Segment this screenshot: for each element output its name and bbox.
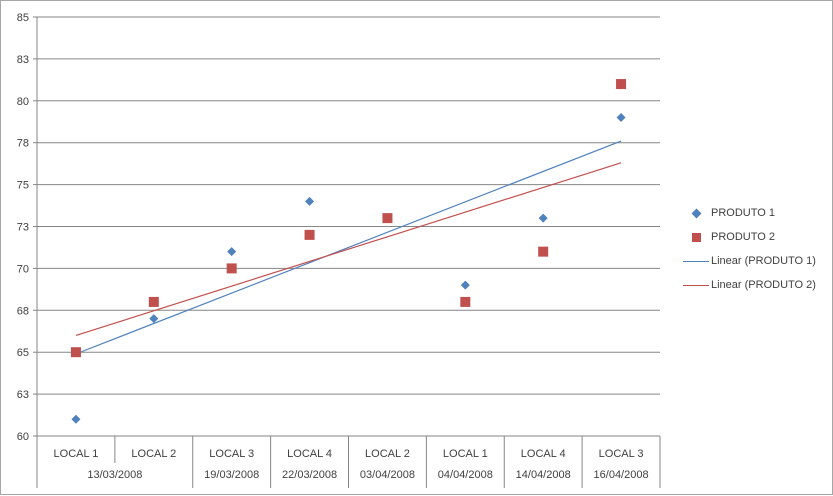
legend-label: Linear (PRODUTO 1) — [711, 255, 816, 267]
gridlines — [33, 16, 660, 437]
legend-item-produto-2: PRODUTO 2 — [681, 225, 816, 249]
y-tick-label: 65 — [17, 347, 29, 359]
data-point-produto-1 — [71, 414, 81, 424]
legend-label: Linear (PRODUTO 2) — [711, 279, 816, 291]
x-tick-label: LOCAL 2 — [365, 448, 410, 460]
trendline — [75, 140, 622, 355]
x-group-label: 22/03/2008 — [282, 469, 337, 481]
trendline-swatch-icon — [683, 260, 709, 262]
legend-label: PRODUTO 1 — [711, 207, 775, 219]
x-tick-label: LOCAL 4 — [521, 448, 566, 460]
y-tick-label: 83 — [17, 54, 29, 66]
trendline — [75, 162, 622, 337]
data-points — [70, 79, 627, 424]
data-point-produto-2 — [304, 229, 315, 240]
x-tick-label: LOCAL 3 — [599, 448, 644, 460]
data-point-produto-2 — [616, 79, 627, 90]
x-tick-label: LOCAL 1 — [443, 448, 488, 460]
y-tick-label: 85 — [17, 12, 29, 24]
legend-label: PRODUTO 2 — [711, 231, 775, 243]
y-tick-label: 80 — [17, 96, 29, 108]
y-tick-label: 63 — [17, 389, 29, 401]
diamond-marker-icon — [691, 208, 701, 218]
y-tick-label: 75 — [17, 180, 29, 192]
data-point-produto-2 — [226, 263, 237, 274]
legend: PRODUTO 1 PRODUTO 2 Linear (PRODUTO 1) L… — [681, 201, 816, 297]
y-axis-tick-labels: 60 63 65 68 70 73 75 78 80 83 85 — [17, 12, 29, 443]
trendline-swatch-icon — [683, 284, 709, 286]
data-point-produto-2 — [70, 347, 81, 358]
x-tick-label: LOCAL 4 — [287, 448, 332, 460]
y-tick-label: 78 — [17, 138, 29, 150]
x-group-label: 19/03/2008 — [204, 469, 259, 481]
data-point-produto-1 — [227, 247, 237, 257]
legend-item-linear-produto-1: Linear (PRODUTO 1) — [681, 249, 816, 273]
x-group-label: 04/04/2008 — [438, 469, 493, 481]
data-point-produto-2 — [460, 296, 471, 307]
trendlines — [75, 140, 622, 355]
legend-item-produto-1: PRODUTO 1 — [681, 201, 816, 225]
data-point-produto-2 — [382, 213, 393, 224]
x-group-label: 03/04/2008 — [360, 469, 415, 481]
x-tick-label: LOCAL 2 — [131, 448, 176, 460]
data-point-produto-1 — [616, 113, 626, 123]
y-tick-label: 70 — [17, 263, 29, 275]
x-tick-label: LOCAL 1 — [54, 448, 99, 460]
y-tick-label: 73 — [17, 222, 29, 234]
x-axis-category-table: LOCAL 1 LOCAL 2 LOCAL 3 LOCAL 4 LOCAL 2 LOCAL… — [36, 435, 661, 488]
x-group-label: 14/04/2008 — [516, 469, 571, 481]
x-group-label: 13/03/2008 — [87, 469, 142, 481]
square-marker-icon — [691, 232, 701, 242]
legend-item-linear-produto-2: Linear (PRODUTO 2) — [681, 273, 816, 297]
data-point-produto-1 — [305, 196, 315, 206]
data-point-produto-1 — [149, 314, 159, 324]
data-point-produto-1 — [538, 213, 548, 223]
y-tick-label: 68 — [17, 305, 29, 317]
y-tick-label: 60 — [17, 431, 29, 443]
x-tick-label: LOCAL 3 — [209, 448, 254, 460]
data-point-produto-1 — [460, 280, 470, 290]
data-point-produto-2 — [148, 296, 159, 307]
x-group-label: 16/04/2008 — [594, 469, 649, 481]
data-point-produto-2 — [538, 246, 549, 257]
